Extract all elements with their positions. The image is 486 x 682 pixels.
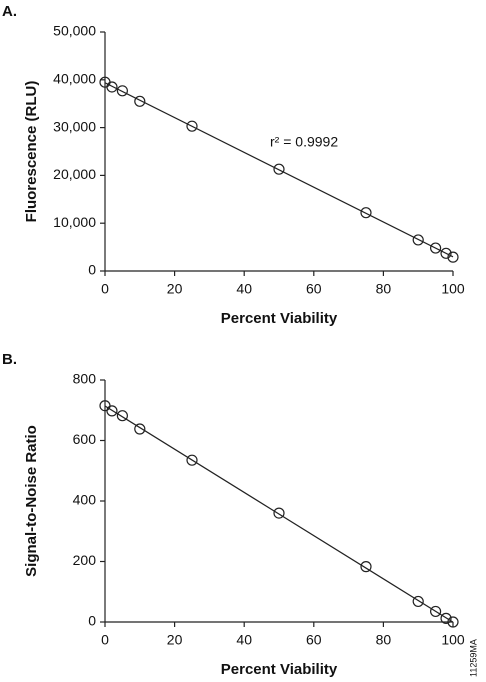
data-point [186, 120, 198, 132]
data-point [360, 207, 372, 219]
data-point [134, 423, 146, 435]
x-tick-label: 0 [101, 632, 109, 648]
data-point [412, 234, 424, 246]
y-tick-label: 600 [73, 431, 97, 447]
y-tick-label: 30,000 [53, 118, 96, 134]
y-tick-label: 0 [88, 613, 96, 629]
figure-code: 11259MA [468, 639, 478, 677]
data-point [273, 507, 285, 519]
x-tick-label: 0 [101, 281, 109, 297]
y-tick-label: 20,000 [53, 166, 96, 182]
y-tick-label: 800 [73, 371, 97, 387]
y-tick-label: 10,000 [53, 214, 96, 230]
fit-line [104, 405, 454, 623]
x-tick-label: 60 [306, 632, 322, 648]
y-tick-label: 40,000 [53, 71, 96, 87]
data-point [116, 410, 129, 422]
data-point [273, 163, 285, 175]
data-point [116, 85, 129, 97]
panel-label: A. [2, 3, 17, 20]
data-point [430, 605, 442, 618]
data-point [106, 405, 118, 417]
y-tick-label: 200 [73, 552, 97, 568]
x-axis-title: Percent Viability [221, 310, 338, 327]
x-axis-title: Percent Viability [221, 661, 338, 678]
x-tick-label: 100 [441, 281, 465, 297]
x-tick-label: 20 [167, 632, 183, 648]
x-tick-label: 40 [236, 632, 252, 648]
data-point [440, 247, 452, 259]
data-point [360, 561, 372, 573]
x-tick-label: 20 [167, 281, 183, 297]
fit-line [104, 82, 454, 258]
x-tick-label: 60 [306, 281, 322, 297]
data-point [106, 81, 118, 93]
data-point [134, 95, 146, 107]
data-point [440, 612, 452, 624]
y-tick-label: 50,000 [53, 23, 96, 39]
x-tick-label: 100 [441, 632, 465, 648]
data-point [430, 242, 442, 254]
y-tick-label: 400 [73, 492, 97, 508]
data-point [447, 251, 459, 263]
data-point [412, 595, 424, 608]
y-tick-label: 0 [88, 262, 96, 278]
data-point [186, 454, 198, 466]
data-point [447, 616, 459, 628]
x-tick-label: 40 [236, 281, 252, 297]
x-tick-label: 80 [376, 632, 392, 648]
y-axis-title: Fluorescence (RLU) [23, 81, 40, 223]
y-axis-title: Signal-to-Noise Ratio [23, 425, 40, 577]
annotation: r² = 0.9992 [270, 134, 338, 150]
x-tick-label: 80 [376, 281, 392, 297]
panel-label: B. [2, 351, 17, 368]
